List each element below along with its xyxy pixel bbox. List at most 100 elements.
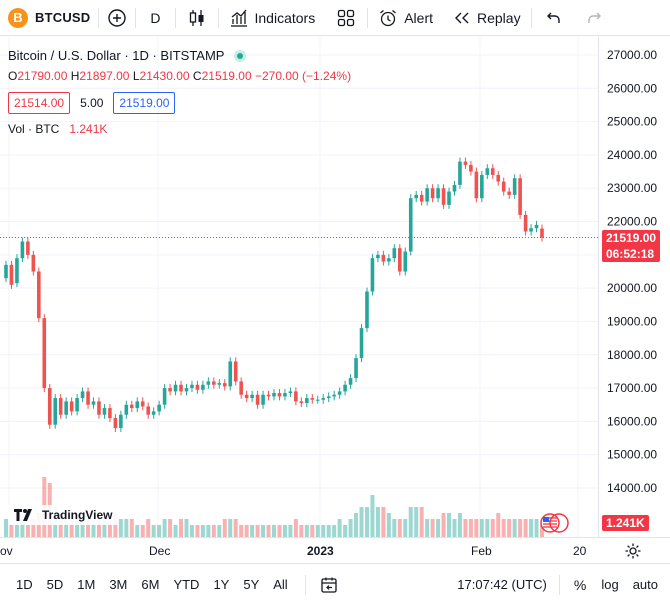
tradingview-logo-text: TradingView	[42, 508, 113, 522]
open-label: O	[8, 69, 18, 83]
volume-label: Vol · BTC	[8, 122, 60, 136]
volume-bar	[321, 525, 326, 537]
market-status-icon[interactable]	[234, 50, 247, 62]
utc-clock[interactable]: 17:07:42 (UTC)	[457, 577, 547, 592]
high-value: 21897.00	[79, 69, 130, 83]
candle-body	[376, 254, 380, 259]
flag-canton	[543, 517, 549, 522]
candle-body	[305, 398, 309, 404]
alert-button[interactable]: Alert	[368, 0, 443, 36]
range-1d[interactable]: 1D	[16, 577, 33, 592]
candle-body	[294, 391, 298, 402]
range-ytd[interactable]: YTD	[173, 577, 200, 592]
candle-body	[370, 258, 375, 292]
range-all[interactable]: All	[273, 577, 288, 592]
candle-body	[534, 224, 539, 229]
volume-bar	[299, 525, 304, 537]
price-chart-pane[interactable]	[0, 37, 598, 537]
volume-bar	[485, 519, 490, 537]
volume-bar	[206, 525, 211, 537]
alert-label: Alert	[404, 9, 433, 26]
candle-body	[80, 391, 85, 399]
candle-body	[162, 388, 167, 405]
volume-bar	[124, 519, 129, 537]
candle-body	[31, 254, 36, 272]
bottom-toolbar: 1D 5D 1M 3M 6M YTD 1Y 5Y All 17:07:42 (U…	[0, 563, 670, 605]
divider	[558, 574, 560, 595]
range-3m[interactable]: 3M	[109, 577, 128, 592]
redo-button[interactable]	[576, 0, 612, 36]
symbol-search[interactable]: B BTCUSD	[0, 0, 98, 36]
volume-bar	[474, 519, 479, 537]
candle-body	[239, 381, 243, 395]
interval-button[interactable]: D	[136, 0, 174, 36]
price-axis[interactable]: 27000.00 26000.00 25000.00 24000.00 23000.00…	[598, 37, 670, 537]
percent-scale-toggle[interactable]: %	[573, 576, 587, 593]
chart-type-button[interactable]	[176, 0, 218, 36]
volume-bar	[315, 525, 320, 537]
volume-bar	[441, 513, 446, 537]
candle-body	[113, 418, 118, 429]
candle-body	[414, 194, 419, 199]
volume-bar	[86, 519, 91, 537]
log-scale-toggle[interactable]: log	[601, 577, 619, 592]
candle-body	[452, 184, 457, 192]
candle-body	[463, 161, 468, 165]
compare-button[interactable]	[99, 0, 135, 36]
close-value: 21519.00	[201, 69, 252, 83]
settings-gear-icon[interactable]	[624, 542, 642, 565]
replay-button[interactable]: Replay	[443, 0, 531, 36]
date-range-calendar-icon[interactable]	[320, 576, 338, 594]
candle-body	[168, 388, 172, 392]
close-label: C	[192, 69, 202, 83]
undo-button[interactable]	[532, 0, 576, 36]
indicators-button[interactable]: Indicators	[219, 0, 326, 36]
volume-bar	[14, 525, 19, 537]
candle-body	[15, 258, 19, 284]
candle-body	[42, 318, 47, 389]
volume-bar	[392, 519, 397, 537]
volume-bar	[189, 525, 194, 537]
time-label-20: 20	[573, 544, 587, 558]
range-1y[interactable]: 1Y	[213, 577, 230, 592]
candle-body	[217, 383, 222, 385]
volume-bar	[211, 525, 216, 537]
candle-body	[86, 391, 90, 405]
volume-bar	[490, 519, 495, 537]
candle-body	[4, 264, 8, 279]
range-5d[interactable]: 5D	[46, 577, 64, 592]
divider	[98, 7, 100, 28]
volume-value: 1.241K	[69, 122, 108, 136]
candle-body	[135, 401, 140, 409]
auto-scale-toggle[interactable]: auto	[632, 577, 658, 592]
divider	[304, 574, 306, 595]
candle-body	[58, 398, 63, 415]
candle-body	[392, 248, 397, 259]
price-tick-label: 25000.00	[607, 115, 657, 129]
volume-bar	[261, 525, 266, 537]
candle-body	[222, 383, 227, 387]
candle-body	[91, 401, 96, 405]
time-axis[interactable]: ov Dec 2023 Feb 20	[0, 537, 670, 564]
candle-body	[26, 241, 30, 255]
range-5y[interactable]: 5Y	[243, 577, 260, 592]
range-selector: 1D 5D 1M 3M 6M YTD 1Y 5Y All	[0, 577, 295, 592]
ohlc-values: O21790.00 H21897.00 L21430.00 C21519.00 …	[8, 66, 351, 86]
candle-body	[97, 401, 101, 415]
candle-body	[403, 251, 408, 272]
volume-bar	[496, 513, 501, 537]
candle-body	[195, 384, 200, 390]
volume-bar	[135, 525, 140, 537]
buy-button[interactable]: 21519.00	[113, 92, 176, 114]
sell-button[interactable]: 21514.00	[8, 92, 71, 114]
candle-body	[64, 401, 68, 415]
range-6m[interactable]: 6M	[141, 577, 160, 592]
layouts-button[interactable]	[325, 0, 367, 36]
volume-bar	[58, 513, 63, 537]
price-tick-label: 23000.00	[607, 181, 657, 195]
candle-body	[354, 358, 358, 379]
volume-bar	[36, 513, 41, 537]
candle-body	[490, 168, 495, 175]
tradingview-logo[interactable]: TradingView	[8, 505, 119, 525]
range-1m[interactable]: 1M	[77, 577, 96, 592]
